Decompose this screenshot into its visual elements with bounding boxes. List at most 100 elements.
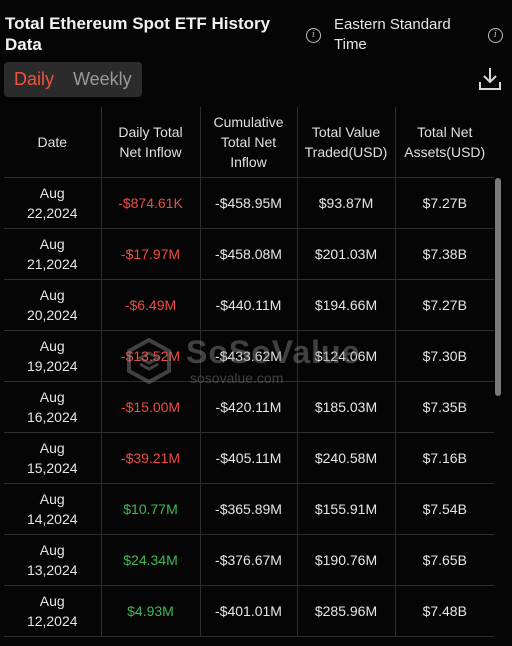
date-cell-text: Aug 12,2024 bbox=[26, 593, 78, 629]
table-header-row: Date Daily Total Net Inflow Cumulative T… bbox=[4, 107, 494, 178]
cumulative-net-inflow-cell: -$401.01M bbox=[200, 585, 298, 637]
net-assets-cell-text: $7.16B bbox=[422, 450, 467, 466]
cumulative-net-inflow-cell: -$458.08M bbox=[200, 228, 298, 280]
net-assets-cell: $7.16B bbox=[395, 432, 494, 484]
date-cell-text: Aug 22,2024 bbox=[26, 185, 78, 221]
download-icon[interactable] bbox=[478, 66, 502, 92]
daily-net-inflow-cell: $4.93M bbox=[101, 585, 201, 637]
date-cell-text: Aug 13,2024 bbox=[26, 542, 78, 578]
cumulative-net-inflow-cell-text: -$458.08M bbox=[215, 246, 282, 262]
value-traded-cell-text: $155.91M bbox=[314, 501, 378, 517]
daily-net-inflow-cell: -$13.52M bbox=[101, 330, 201, 382]
daily-net-inflow-cell: $10.77M bbox=[101, 483, 201, 535]
value-traded-cell-text: $285.96M bbox=[314, 603, 378, 619]
daily-net-inflow-cell: -$874.61K bbox=[101, 177, 201, 229]
period-tabs: Daily Weekly bbox=[4, 62, 142, 97]
header: Total Ethereum Spot ETF History Data i E… bbox=[0, 0, 512, 62]
daily-net-inflow-cell: -$15.00M bbox=[101, 381, 201, 433]
cumulative-net-inflow-cell: -$458.95M bbox=[200, 177, 298, 229]
net-assets-cell: $7.30B bbox=[395, 330, 494, 382]
table-row[interactable]: Aug 15,2024 -$39.21M -$405.11M $240.58M $7.1… bbox=[4, 432, 494, 484]
date-cell: Aug 21,2024 bbox=[4, 228, 102, 280]
timezone-label[interactable]: Eastern Standard Time bbox=[334, 16, 451, 53]
cumulative-net-inflow-cell-text: -$440.11M bbox=[215, 297, 282, 313]
tab-weekly[interactable]: Weekly bbox=[73, 69, 132, 89]
date-cell: Aug 13,2024 bbox=[4, 534, 102, 586]
daily-net-inflow-cell: -$17.97M bbox=[101, 228, 201, 280]
daily-net-inflow-cell-text: -$874.61K bbox=[118, 195, 183, 211]
column-header-net-assets[interactable]: Total Net Assets(USD) bbox=[395, 107, 494, 178]
value-traded-cell-text: $194.66M bbox=[314, 297, 378, 313]
column-header-cumulative-net-inflow[interactable]: Cumulative Total Net Inflow bbox=[200, 107, 298, 178]
date-cell: Aug 20,2024 bbox=[4, 279, 102, 331]
cumulative-net-inflow-cell: -$440.11M bbox=[200, 279, 298, 331]
value-traded-cell: $240.58M bbox=[297, 432, 396, 484]
net-assets-cell-text: $7.48B bbox=[422, 603, 467, 619]
date-cell-text: Aug 14,2024 bbox=[26, 491, 78, 527]
date-cell-text: Aug 15,2024 bbox=[26, 440, 78, 476]
cumulative-net-inflow-cell: -$365.89M bbox=[200, 483, 298, 535]
table-row[interactable]: Aug 16,2024 -$15.00M -$420.11M $185.03M $7.3… bbox=[4, 381, 494, 433]
daily-net-inflow-cell-text: $4.93M bbox=[127, 603, 174, 619]
net-assets-cell: $7.48B bbox=[395, 585, 494, 637]
daily-net-inflow-cell-text: -$13.52M bbox=[120, 348, 181, 364]
net-assets-cell: $7.27B bbox=[395, 177, 494, 229]
value-traded-cell: $190.76M bbox=[297, 534, 396, 586]
table-row[interactable]: Aug 14,2024 $10.77M -$365.89M $155.91M $7.54… bbox=[4, 483, 494, 535]
table-row[interactable]: Aug 20,2024 -$6.49M -$440.11M $194.66M $7.27… bbox=[4, 279, 494, 331]
cumulative-net-inflow-cell-text: -$458.95M bbox=[215, 195, 282, 211]
date-cell-text: Aug 20,2024 bbox=[26, 287, 78, 323]
net-assets-cell-text: $7.27B bbox=[422, 297, 467, 313]
value-traded-cell: $201.03M bbox=[297, 228, 396, 280]
net-assets-cell-text: $7.27B bbox=[422, 195, 467, 211]
timezone-info-icon[interactable]: i bbox=[488, 28, 503, 43]
date-cell: Aug 19,2024 bbox=[4, 330, 102, 382]
net-assets-cell-text: $7.38B bbox=[422, 246, 467, 262]
net-assets-cell-text: $7.65B bbox=[422, 552, 467, 568]
net-assets-cell-text: $7.35B bbox=[422, 399, 467, 415]
table-row[interactable]: Aug 13,2024 $24.34M -$376.67M $190.76M $7.65… bbox=[4, 534, 494, 586]
date-cell: Aug 15,2024 bbox=[4, 432, 102, 484]
value-traded-cell: $155.91M bbox=[297, 483, 396, 535]
tab-daily[interactable]: Daily bbox=[14, 69, 55, 89]
cumulative-net-inflow-cell: -$433.62M bbox=[200, 330, 298, 382]
column-header-date[interactable]: Date bbox=[4, 107, 102, 178]
cumulative-net-inflow-cell-text: -$401.01M bbox=[215, 603, 282, 619]
table-row[interactable]: Aug 21,2024 -$17.97M -$458.08M $201.03M $7.3… bbox=[4, 228, 494, 280]
info-icon[interactable]: i bbox=[306, 28, 321, 43]
history-table[interactable]: Date Daily Total Net Inflow Cumulative T… bbox=[4, 107, 494, 646]
cumulative-net-inflow-cell-text: -$376.67M bbox=[215, 552, 282, 568]
value-traded-cell-text: $93.87M bbox=[318, 195, 374, 211]
value-traded-cell-text: $190.76M bbox=[314, 552, 378, 568]
date-cell-text: Aug 21,2024 bbox=[26, 236, 78, 272]
net-assets-cell: $7.27B bbox=[395, 279, 494, 331]
value-traded-cell: $93.87M bbox=[297, 177, 396, 229]
net-assets-cell: $7.38B bbox=[395, 228, 494, 280]
date-cell: Aug 22,2024 bbox=[4, 177, 102, 229]
value-traded-cell: $194.66M bbox=[297, 279, 396, 331]
value-traded-cell-text: $185.03M bbox=[314, 399, 378, 415]
cumulative-net-inflow-cell: -$376.67M bbox=[200, 534, 298, 586]
cumulative-net-inflow-cell: -$405.11M bbox=[200, 432, 298, 484]
daily-net-inflow-cell-text: -$6.49M bbox=[124, 297, 177, 313]
value-traded-cell: $285.96M bbox=[297, 585, 396, 637]
table-row[interactable]: Aug 19,2024 -$13.52M -$433.62M $124.06M $7.3… bbox=[4, 330, 494, 382]
net-assets-cell: $7.35B bbox=[395, 381, 494, 433]
daily-net-inflow-cell-text: -$39.21M bbox=[120, 450, 181, 466]
column-header-value-traded[interactable]: Total Value Traded(USD) bbox=[297, 107, 396, 178]
daily-net-inflow-cell-text: -$15.00M bbox=[120, 399, 181, 415]
table-scrollbar[interactable] bbox=[495, 178, 501, 396]
daily-net-inflow-cell-text: $24.34M bbox=[123, 552, 178, 568]
table-row[interactable]: Aug 22,2024 -$874.61K -$458.95M $93.87M $7.2… bbox=[4, 177, 494, 229]
date-cell: Aug 16,2024 bbox=[4, 381, 102, 433]
net-assets-cell: $7.65B bbox=[395, 534, 494, 586]
cumulative-net-inflow-cell-text: -$365.89M bbox=[215, 501, 282, 517]
daily-net-inflow-cell-text: -$17.97M bbox=[120, 246, 181, 262]
table-row[interactable]: Aug 12,2024 $4.93M -$401.01M $285.96M $7.48B bbox=[4, 585, 494, 637]
date-cell-text: Aug 16,2024 bbox=[26, 389, 78, 425]
cumulative-net-inflow-cell: -$420.11M bbox=[200, 381, 298, 433]
column-header-daily-net-inflow[interactable]: Daily Total Net Inflow bbox=[101, 107, 201, 178]
daily-net-inflow-cell: $24.34M bbox=[101, 534, 201, 586]
net-assets-cell-text: $7.30B bbox=[422, 348, 467, 364]
cumulative-net-inflow-cell-text: -$433.62M bbox=[215, 348, 282, 364]
